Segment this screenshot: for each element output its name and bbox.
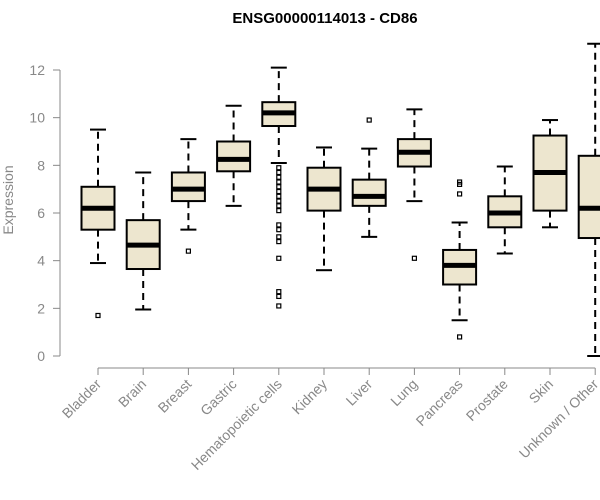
box-iqr bbox=[216, 140, 252, 173]
y-axis-label: Expression bbox=[0, 165, 16, 234]
box-iqr bbox=[577, 154, 600, 240]
box-group bbox=[170, 138, 206, 254]
y-tick-label: 10 bbox=[29, 110, 45, 126]
outlier-point bbox=[276, 174, 282, 180]
x-tick-label: Breast bbox=[155, 376, 195, 416]
outlier-point bbox=[276, 303, 282, 309]
outlier-point bbox=[276, 289, 282, 295]
box-group bbox=[80, 128, 116, 319]
outlier-point bbox=[276, 184, 282, 190]
outlier-point bbox=[276, 203, 282, 209]
outlier-point bbox=[185, 248, 191, 254]
box-group bbox=[125, 171, 161, 311]
x-tick-label: Unknown / Other bbox=[516, 376, 600, 462]
x-tick-label: Brain bbox=[115, 376, 149, 410]
y-tick-label: 12 bbox=[29, 62, 45, 78]
outlier-point bbox=[457, 334, 463, 340]
outlier-point bbox=[276, 239, 282, 245]
box-group bbox=[442, 179, 478, 340]
outlier-point bbox=[276, 227, 282, 233]
outlier-point bbox=[366, 117, 372, 123]
outlier-point bbox=[276, 179, 282, 185]
outlier-point bbox=[457, 191, 463, 197]
box-group bbox=[487, 165, 523, 255]
chart-title: ENSG00000114013 - CD86 bbox=[232, 10, 417, 27]
x-tick-label: Bladder bbox=[59, 376, 105, 422]
box-group bbox=[216, 104, 252, 207]
outlier-point bbox=[276, 169, 282, 176]
x-tick-label: Prostate bbox=[463, 376, 511, 424]
x-tick-label: Liver bbox=[343, 376, 376, 409]
y-tick-label: 4 bbox=[37, 253, 45, 269]
box-group bbox=[261, 66, 297, 309]
outlier-point bbox=[276, 198, 282, 204]
x-tick-label: Skin bbox=[526, 376, 557, 407]
outlier-point bbox=[276, 208, 282, 214]
outlier-point bbox=[276, 293, 282, 300]
outlier-point bbox=[95, 312, 101, 319]
y-tick-label: 6 bbox=[37, 205, 45, 221]
y-tick-label: 2 bbox=[37, 300, 45, 316]
outlier-point bbox=[276, 165, 282, 171]
outlier-point bbox=[276, 255, 282, 261]
x-tick-label: Lung bbox=[387, 376, 420, 409]
x-tick-label: Gastric bbox=[197, 376, 240, 419]
box-group bbox=[351, 117, 387, 238]
y-tick-label: 8 bbox=[37, 157, 45, 173]
box-series bbox=[80, 42, 600, 357]
box-group bbox=[396, 108, 432, 261]
outlier-point bbox=[457, 179, 463, 185]
outlier-point bbox=[276, 234, 282, 240]
box-group bbox=[577, 42, 600, 357]
box-group bbox=[306, 146, 342, 272]
x-tick-label: Pancreas bbox=[413, 376, 466, 429]
outlier-point bbox=[276, 193, 282, 199]
outlier-point bbox=[276, 222, 282, 228]
box-group bbox=[532, 119, 568, 229]
x-tick-label: Kidney bbox=[289, 376, 331, 418]
y-tick-label: 0 bbox=[37, 348, 45, 364]
outlier-point bbox=[276, 188, 282, 195]
y-axis: 0 2 4 6 8 10 12 bbox=[29, 62, 61, 364]
outlier-point bbox=[411, 255, 417, 261]
box-iqr bbox=[351, 178, 387, 207]
